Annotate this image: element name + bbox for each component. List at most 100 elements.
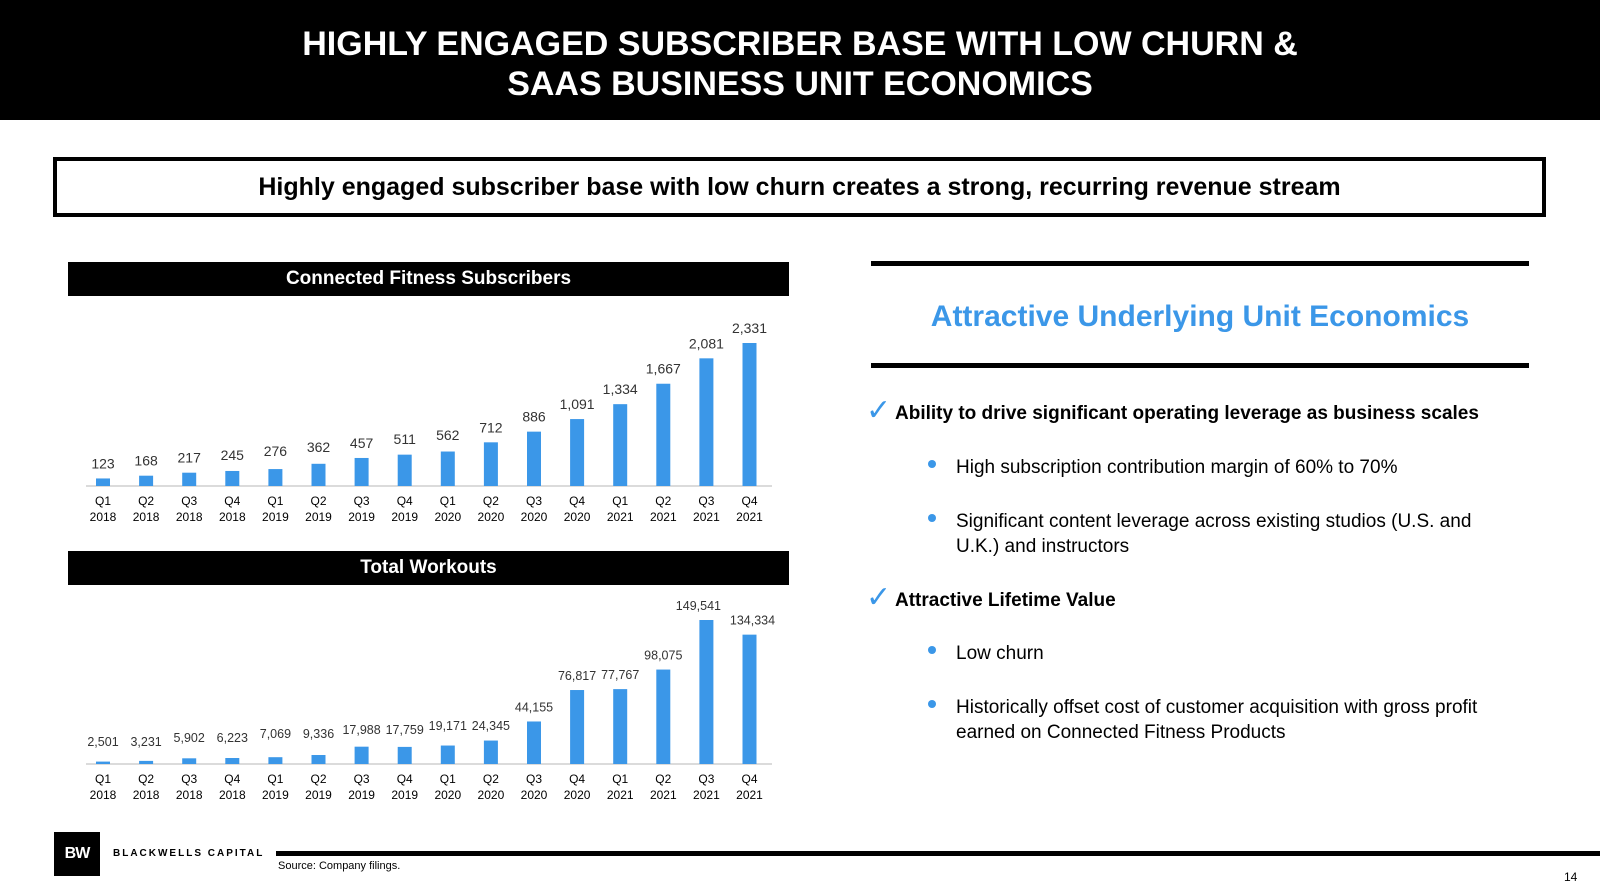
- data-label: 17,759: [386, 723, 424, 737]
- bullet-text: Low churn: [956, 643, 1044, 664]
- x-tick-label: 2020: [564, 788, 591, 802]
- x-tick-label: 2019: [262, 788, 289, 802]
- slide-title-line-2: SAAS BUSINESS UNIT ECONOMICS: [507, 65, 1093, 103]
- bar: [527, 721, 541, 764]
- bar: [440, 451, 455, 486]
- bar: [397, 454, 412, 486]
- x-tick-label: 2020: [434, 788, 461, 802]
- x-tick-label: Q3: [698, 494, 714, 508]
- bar: [139, 760, 154, 764]
- x-tick-label: 2020: [434, 510, 461, 524]
- x-tick-label: 2018: [133, 788, 160, 802]
- x-tick-label: Q1: [440, 772, 456, 786]
- page-number: 14: [1564, 870, 1578, 884]
- x-tick-label: 2021: [650, 788, 677, 802]
- data-label: 19,171: [429, 719, 467, 733]
- data-label: 7,069: [260, 727, 291, 741]
- bar: [656, 669, 671, 764]
- x-tick-label: Q2: [655, 494, 671, 508]
- x-tick-label: Q2: [138, 494, 154, 508]
- bar: [311, 755, 326, 764]
- x-tick-label: 2019: [305, 788, 332, 802]
- data-label: 44,155: [515, 700, 553, 714]
- x-tick-label: 2019: [391, 788, 418, 802]
- x-tick-label: Q4: [741, 772, 757, 786]
- x-tick-label: 2020: [478, 788, 505, 802]
- company-logo: BW: [54, 832, 100, 876]
- callout-box: Highly engaged subscriber base with low …: [53, 157, 1546, 217]
- bar: [483, 442, 498, 486]
- source-note: Source: Company filings.: [278, 860, 401, 872]
- data-label: 6,223: [217, 731, 248, 745]
- bar: [699, 358, 714, 486]
- x-tick-label: 2018: [176, 510, 203, 524]
- x-tick-label: Q1: [267, 772, 283, 786]
- subscribers-chart-title: Connected Fitness Subscribers: [68, 262, 789, 296]
- data-label: 562: [436, 427, 460, 443]
- subscribers-chart: 123 Q1 2018 168 Q2 2018 217 Q3 2018 245 Q4 2018 276 Q…: [86, 320, 772, 524]
- bullet-dot-icon: [928, 460, 936, 468]
- x-tick-label: 2018: [219, 510, 246, 524]
- bar: [354, 746, 369, 764]
- data-label: 457: [350, 435, 374, 451]
- x-tick-label: Q4: [224, 772, 240, 786]
- x-tick-label: 2020: [521, 510, 548, 524]
- x-tick-label: 2021: [607, 510, 634, 524]
- slide-title: HIGHLY ENGAGED SUBSCRIBER BASE WITH LOW …: [0, 24, 1600, 104]
- data-label: 1,091: [560, 396, 595, 412]
- x-tick-label: 2019: [348, 788, 375, 802]
- data-label: 134,334: [730, 614, 775, 628]
- x-tick-label: Q1: [95, 772, 111, 786]
- data-label: 77,767: [601, 668, 639, 682]
- x-tick-label: Q3: [354, 772, 370, 786]
- x-tick-label: Q2: [310, 494, 326, 508]
- x-tick-label: Q2: [483, 494, 499, 508]
- data-label: 217: [178, 450, 202, 466]
- x-tick-label: 2021: [693, 510, 720, 524]
- workouts-chart-title: Total Workouts: [68, 551, 789, 585]
- bar: [96, 478, 110, 486]
- footer-rule: [276, 851, 1600, 856]
- x-tick-label: 2018: [219, 788, 246, 802]
- bar: [268, 757, 283, 764]
- panel-rule-top: [871, 261, 1529, 266]
- data-label: 712: [479, 419, 503, 435]
- slide-title-line-1: HIGHLY ENGAGED SUBSCRIBER BASE WITH LOW …: [302, 25, 1298, 63]
- bar: [699, 620, 714, 764]
- bar: [268, 469, 283, 486]
- data-label: 245: [221, 447, 245, 463]
- x-tick-label: Q3: [526, 772, 542, 786]
- x-tick-label: 2021: [607, 788, 634, 802]
- x-tick-label: Q1: [612, 494, 628, 508]
- x-tick-label: Q1: [440, 494, 456, 508]
- bar: [182, 472, 197, 486]
- bar: [570, 690, 585, 764]
- bar: [613, 404, 628, 486]
- bar: [527, 431, 541, 486]
- bar: [182, 758, 197, 764]
- bar: [354, 457, 369, 486]
- x-tick-label: Q1: [612, 772, 628, 786]
- x-tick-label: Q2: [655, 772, 671, 786]
- x-tick-label: Q2: [310, 772, 326, 786]
- workouts-chart: 2,501 Q1 2018 3,231 Q2 2018 5,902 Q3 2018 6,223 Q4…: [86, 599, 775, 802]
- x-tick-label: 2019: [305, 510, 332, 524]
- x-tick-label: 2018: [90, 510, 117, 524]
- x-tick-label: Q2: [138, 772, 154, 786]
- bar: [742, 634, 757, 764]
- x-tick-label: Q4: [741, 494, 757, 508]
- x-tick-label: 2021: [693, 788, 720, 802]
- bullet-text: High subscription contribution margin of…: [956, 457, 1398, 478]
- data-label: 276: [264, 443, 288, 459]
- bullet-dot-icon: [928, 646, 936, 654]
- company-name: BLACKWELLS CAPITAL: [113, 848, 265, 859]
- x-tick-label: 2019: [391, 510, 418, 524]
- x-tick-label: 2021: [736, 510, 763, 524]
- section-heading-lifetime-value: Attractive Lifetime Value: [895, 590, 1116, 611]
- bar: [742, 343, 757, 486]
- x-tick-label: Q4: [569, 494, 585, 508]
- bar: [570, 419, 585, 486]
- data-label: 886: [522, 409, 546, 425]
- bar: [96, 761, 110, 764]
- x-tick-label: Q4: [397, 772, 413, 786]
